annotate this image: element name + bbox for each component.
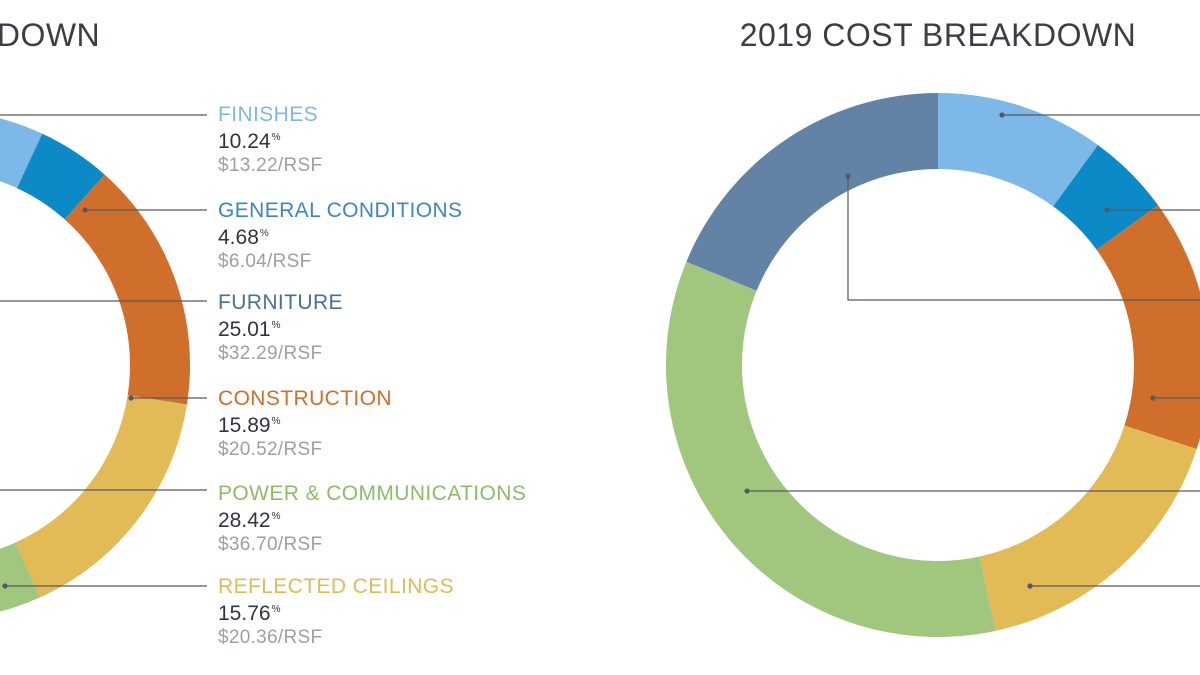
legend-item-general-conditions: GENERAL CONDITIONS 4.68% $6.04/RSF: [218, 200, 462, 274]
leader-line-right-general-conditions-dot: [1104, 207, 1110, 213]
legend-label: CONSTRUCTION: [218, 387, 392, 410]
legend-item-construction: CONSTRUCTION 15.89% $20.52/RSF: [218, 388, 392, 462]
leader-line-right-finishes-dot: [999, 112, 1005, 118]
legend-label: POWER & COMMUNICATIONS: [218, 482, 527, 505]
legend-item-furniture: FURNITURE 25.01% $32.29/RSF: [218, 292, 343, 366]
legend-item-reflected-ceilings: REFLECTED CEILINGS 15.76% $20.36/RSF: [218, 576, 454, 650]
donut-slice-reflected-ceilings: [15, 395, 187, 598]
legend-cost-per-rsf: $32.29/RSF: [218, 343, 323, 364]
legend: FINISHES 10.24% $13.22/RSF GENERAL CONDI…: [218, 0, 638, 675]
legend-label: REFLECTED CEILINGS: [218, 575, 454, 598]
legend-percent: 15.89%: [218, 414, 281, 437]
donut-slice-furniture: [686, 93, 938, 291]
leader-lines-right: [744, 112, 1200, 589]
legend-item-finishes: FINISHES 10.24% $13.22/RSF: [218, 104, 322, 178]
legend-cost-per-rsf: $6.04/RSF: [218, 251, 312, 272]
legend-label: GENERAL CONDITIONS: [218, 199, 463, 222]
leader-line-right-construction-dot: [1150, 395, 1156, 401]
donut-slice-finishes: [0, 118, 43, 189]
legend-cost-per-rsf: $20.52/RSF: [218, 439, 323, 460]
legend-cost-per-rsf: $20.36/RSF: [218, 627, 323, 648]
leader-line-right-reflected-ceilings-dot: [1027, 583, 1033, 589]
legend-percent: 25.01%: [218, 318, 281, 341]
donut-slice-construction: [1096, 205, 1200, 450]
leader-line-construction-dot: [128, 395, 134, 401]
donut-slice-power-and-communications: [665, 261, 996, 637]
leader-line-right-furniture-dot: [845, 173, 851, 179]
leader-line-right-power-communications-dot: [744, 488, 750, 494]
legend-percent: 28.42%: [218, 509, 281, 532]
leader-lines-left: [0, 114, 207, 589]
leader-line-right-furniture: [847, 176, 1200, 301]
donut-slice-power-and-communications: [0, 542, 41, 612]
chart-1-title: KDOWN: [0, 17, 100, 53]
legend-percent: 15.76%: [218, 602, 281, 625]
legend-item-power-communications: POWER & COMMUNICATIONS 28.42% $36.70/RSF: [218, 483, 526, 557]
donut-slice-finishes: [938, 93, 1098, 207]
legend-cost-per-rsf: $36.70/RSF: [218, 534, 323, 555]
legend-label: FINISHES: [218, 103, 319, 126]
leader-line-general-conditions-dot: [82, 207, 88, 213]
legend-percent: 4.68%: [218, 226, 269, 249]
donut-chart-right: [665, 93, 1200, 637]
donut-slice-general-conditions: [16, 133, 105, 220]
legend-cost-per-rsf: $13.22/RSF: [218, 155, 323, 176]
leader-line-reflected-ceilings-dot: [2, 583, 8, 589]
legend-label: FURNITURE: [218, 291, 343, 314]
chart-2-title: 2019 COST BREAKDOWN: [740, 17, 1137, 53]
donut-slice-general-conditions: [1053, 144, 1159, 250]
donut-chart-left: [0, 118, 190, 612]
donut-slice-reflected-ceilings: [979, 425, 1197, 631]
donut-slice-construction: [64, 174, 190, 405]
legend-percent: 10.24%: [218, 130, 281, 153]
